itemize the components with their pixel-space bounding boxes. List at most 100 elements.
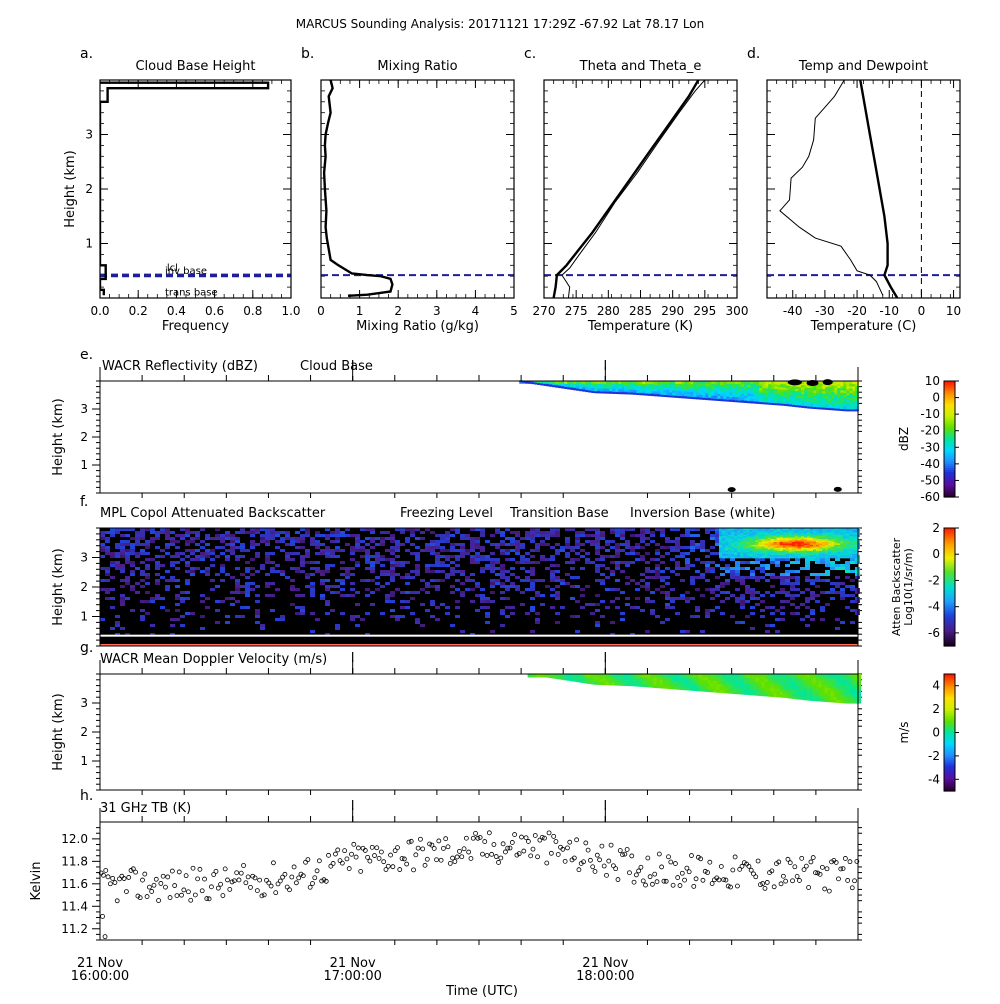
backscatter-cell — [405, 600, 410, 603]
velocity-cell — [663, 674, 667, 678]
backscatter-cell — [225, 558, 230, 561]
backscatter-cell — [640, 540, 645, 543]
x-tick-label: 0.6 — [205, 304, 224, 318]
backscatter-cell — [605, 543, 610, 546]
backscatter-cell — [280, 615, 285, 618]
backscatter-cell — [530, 570, 535, 573]
backscatter-cell — [395, 555, 400, 558]
reflectivity-base-cell — [804, 406, 808, 408]
backscatter-cell — [290, 585, 295, 588]
backscatter-cell — [610, 546, 615, 549]
backscatter-cell — [275, 534, 280, 537]
backscatter-cell — [795, 582, 800, 585]
backscatter-cell — [485, 621, 490, 624]
backscatter-cell — [230, 591, 235, 594]
backscatter-cell — [805, 558, 810, 561]
backscatter-cell — [835, 585, 840, 588]
backscatter-cell — [645, 543, 650, 546]
backscatter-cell — [575, 531, 580, 534]
backscatter-cell — [625, 582, 630, 585]
backscatter-cell — [815, 576, 820, 579]
backscatter-cell — [240, 546, 245, 549]
backscatter-cell — [840, 582, 845, 585]
backscatter-cell — [295, 540, 300, 543]
backscatter-cell — [205, 570, 210, 573]
velocity-cell — [528, 674, 532, 678]
backscatter-cell — [185, 549, 190, 552]
backscatter-cell — [355, 591, 360, 594]
backscatter-cell — [820, 606, 825, 609]
velocity-cell — [630, 674, 634, 678]
backscatter-cell — [660, 561, 665, 564]
panel-title: Mixing Ratio — [377, 59, 457, 74]
backscatter-cell — [295, 546, 300, 549]
backscatter-cell — [385, 597, 390, 600]
series-line-dewpoint — [780, 80, 883, 295]
backscatter-cell — [120, 627, 125, 630]
backscatter-cell — [295, 537, 300, 540]
backscatter-cell — [450, 573, 455, 576]
backscatter-cell — [130, 546, 135, 549]
backscatter-cell — [300, 555, 305, 558]
backscatter-cell — [140, 609, 145, 612]
velocity-cell — [594, 674, 598, 678]
backscatter-cell — [770, 612, 775, 615]
backscatter-cell — [825, 570, 830, 573]
backscatter-cell — [365, 549, 370, 552]
backscatter-cell — [690, 534, 695, 537]
backscatter-cell — [745, 585, 750, 588]
y-tick-label: 1 — [80, 754, 88, 768]
backscatter-cell — [465, 588, 470, 591]
backscatter-cell — [245, 576, 250, 579]
backscatter-cell — [275, 564, 280, 567]
backscatter-cell — [700, 630, 705, 633]
backscatter-cell — [695, 546, 700, 549]
reflectivity-base-cell — [705, 398, 709, 400]
backscatter-cell — [140, 570, 145, 573]
clutter-mark — [834, 487, 842, 492]
backscatter-cell — [750, 576, 755, 579]
backscatter-cell — [765, 573, 770, 576]
series-line-theta — [554, 80, 699, 298]
backscatter-cell — [615, 588, 620, 591]
backscatter-cell — [510, 549, 515, 552]
backscatter-cell — [110, 576, 115, 579]
reflectivity-base-cell — [597, 391, 601, 393]
backscatter-cell — [805, 588, 810, 591]
backscatter-cell — [780, 612, 785, 615]
backscatter-cell — [740, 582, 745, 585]
backscatter-cell — [455, 549, 460, 552]
backscatter-cell — [350, 567, 355, 570]
backscatter-cell — [310, 543, 315, 546]
backscatter-cell — [750, 570, 755, 573]
backscatter-cell — [330, 552, 335, 555]
backscatter-cell — [520, 567, 525, 570]
backscatter-cell — [120, 555, 125, 558]
velocity-cell — [678, 674, 682, 678]
backscatter-cell — [735, 564, 740, 567]
backscatter-cell — [510, 573, 515, 576]
backscatter-cell — [820, 591, 825, 594]
backscatter-cell — [120, 597, 125, 600]
backscatter-cell — [235, 555, 240, 558]
backscatter-cell — [675, 561, 680, 564]
backscatter-cell — [690, 615, 695, 618]
colorbar-tick-label: -2 — [928, 573, 940, 587]
reflectivity-base-cell — [711, 399, 715, 401]
backscatter-cell — [635, 534, 640, 537]
backscatter-cell — [445, 564, 450, 567]
backscatter-cell — [795, 612, 800, 615]
backscatter-cell — [350, 552, 355, 555]
backscatter-cell — [640, 579, 645, 582]
backscatter-cell — [690, 564, 695, 567]
backscatter-cell — [375, 561, 380, 564]
backscatter-cell — [570, 615, 575, 618]
backscatter-cell — [420, 588, 425, 591]
backscatter-cell — [190, 612, 195, 615]
backscatter-cell — [180, 591, 185, 594]
backscatter-cell — [675, 612, 680, 615]
backscatter-cell — [660, 534, 665, 537]
velocity-cell — [690, 674, 694, 678]
x-tick-label: 295 — [693, 304, 716, 318]
reflectivity-base-cell — [573, 388, 577, 390]
